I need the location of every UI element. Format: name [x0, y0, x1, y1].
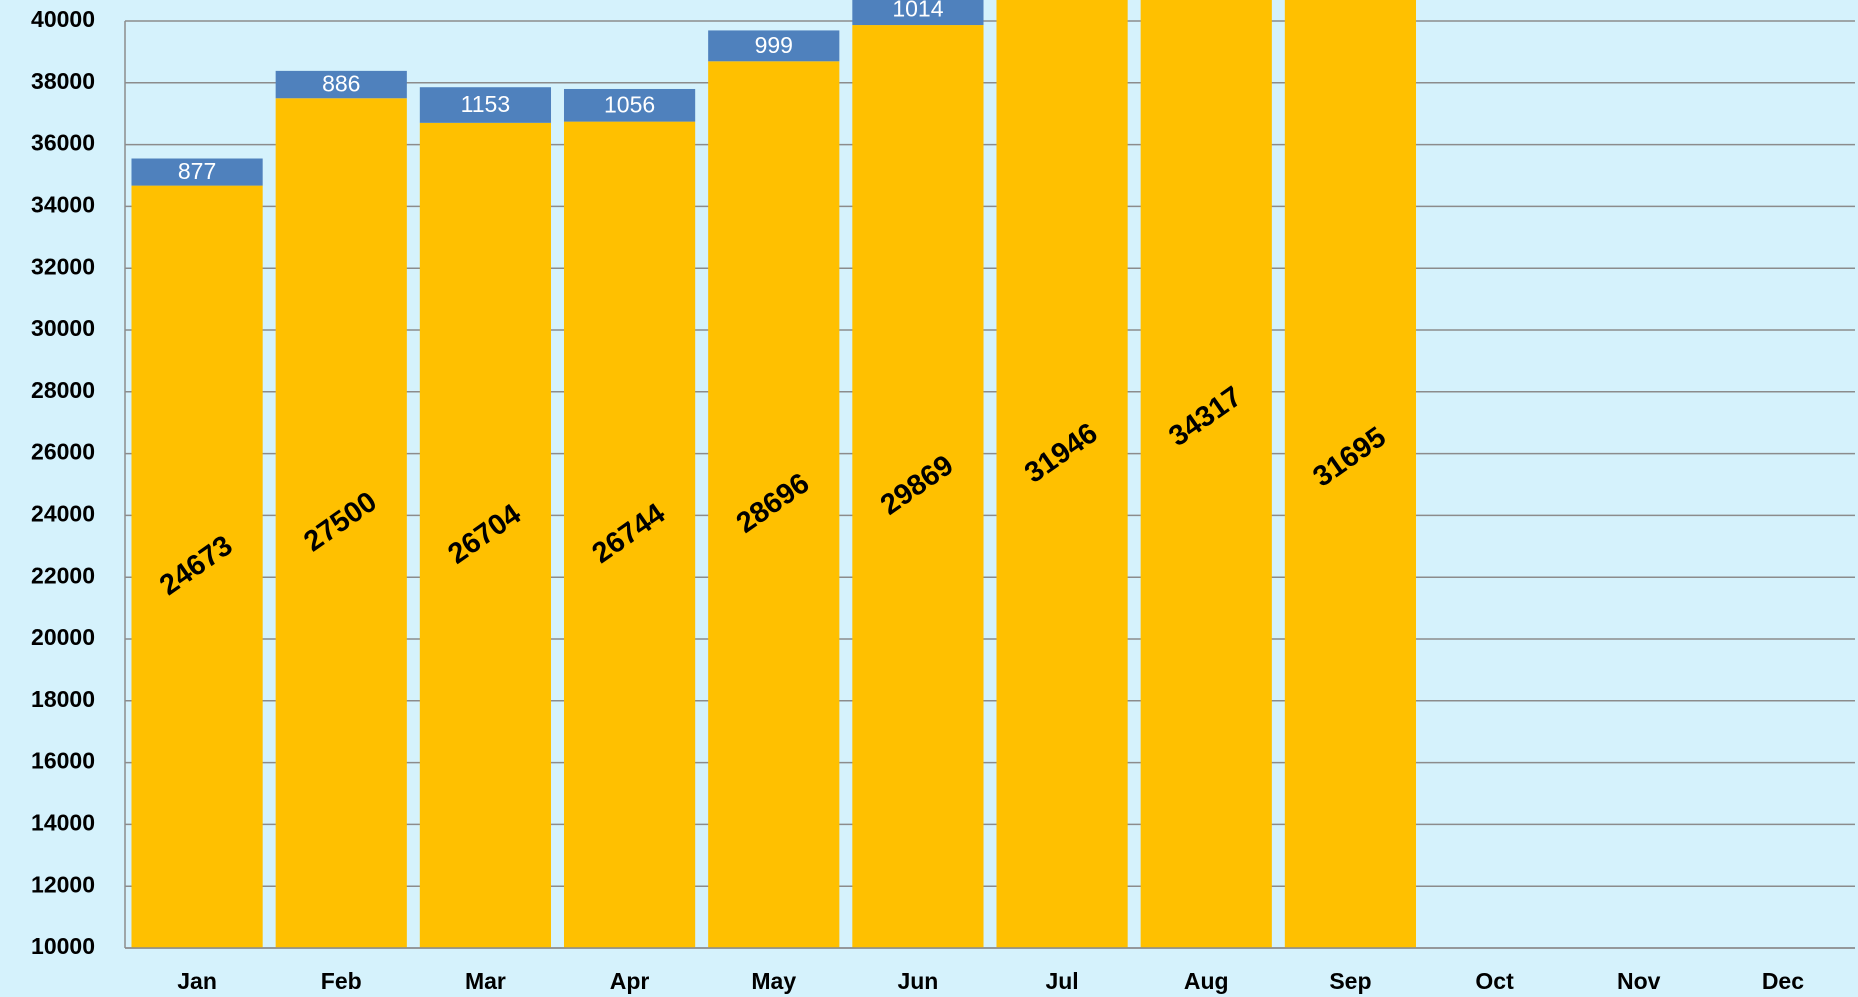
y-tick-label: 10000: [31, 933, 95, 959]
bar-segment: [131, 158, 263, 186]
y-tick-label: 38000: [31, 68, 95, 94]
y-tick-label: 12000: [31, 871, 95, 897]
x-tick-label: Apr: [610, 968, 650, 994]
y-tick-label: 30000: [31, 315, 95, 341]
data-label: 1014: [892, 0, 943, 21]
x-tick-label: Aug: [1184, 968, 1229, 994]
y-tick-label: 14000: [31, 809, 95, 835]
bar-segment: [996, 0, 1128, 949]
x-tick-label: Jul: [1045, 968, 1078, 994]
data-label: 886: [322, 71, 360, 97]
y-tick-label: 36000: [31, 130, 95, 156]
x-tick-label: Dec: [1762, 968, 1804, 994]
bar-segment: [1140, 0, 1272, 948]
y-tick-label: 22000: [31, 562, 95, 588]
bar-segment: [563, 88, 696, 122]
x-tick-label: Mar: [465, 968, 506, 994]
y-tick-label: 32000: [31, 253, 95, 279]
bar-segment: [852, 0, 984, 26]
y-tick-label: 24000: [31, 500, 95, 526]
y-tick-label: 40000: [31, 6, 95, 32]
y-tick-label: 28000: [31, 377, 95, 403]
x-tick-label: Jun: [897, 968, 938, 994]
data-label: 999: [755, 32, 793, 58]
bar-segment: [419, 122, 552, 949]
bar-segment: [419, 87, 552, 123]
bar-segment: [131, 185, 263, 948]
data-label: 1153: [461, 91, 510, 117]
y-tick-label: 18000: [31, 686, 95, 712]
bar-segment: [708, 61, 840, 949]
y-tick-label: 26000: [31, 439, 95, 465]
x-tick-label: Nov: [1617, 968, 1661, 994]
y-tick-label: 34000: [31, 191, 95, 217]
bar-segment: [563, 121, 696, 948]
x-tick-label: Jan: [177, 968, 217, 994]
x-tick-label: Oct: [1475, 968, 1514, 994]
bar-segment: [708, 30, 840, 62]
data-label: 1056: [604, 91, 655, 117]
y-tick-label: 20000: [31, 624, 95, 650]
y-tick-label: 16000: [31, 748, 95, 774]
bar-segment: [275, 98, 407, 948]
data-label: 877: [178, 158, 216, 184]
x-tick-label: Feb: [321, 968, 362, 994]
bar-segment: [1284, 0, 1417, 948]
x-tick-label: Sep: [1329, 968, 1371, 994]
x-tick-label: May: [751, 968, 796, 994]
bar-segment: [275, 70, 407, 99]
bar-segment: [852, 25, 984, 948]
